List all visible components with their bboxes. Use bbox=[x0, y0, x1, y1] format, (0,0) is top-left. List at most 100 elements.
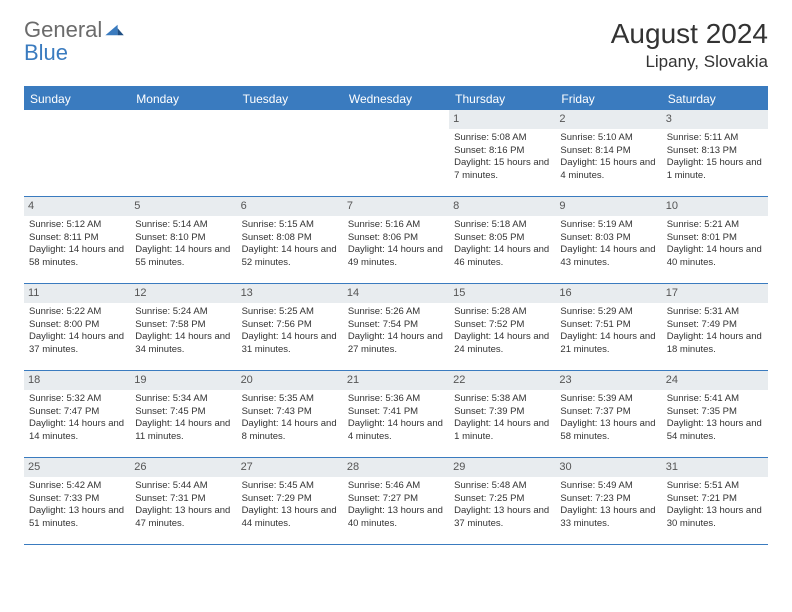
logo: GeneralBlue bbox=[24, 18, 125, 64]
sunset-line: Sunset: 8:14 PM bbox=[560, 145, 656, 158]
day-number: 11 bbox=[24, 284, 130, 303]
day-cell: 7Sunrise: 5:16 AMSunset: 8:06 PMDaylight… bbox=[343, 197, 449, 283]
daylight-line: Daylight: 15 hours and 4 minutes. bbox=[560, 157, 656, 183]
sunrise-line: Sunrise: 5:38 AM bbox=[454, 393, 550, 406]
day-number: 25 bbox=[24, 458, 130, 477]
day-info: Sunrise: 5:48 AMSunset: 7:25 PMDaylight:… bbox=[453, 480, 551, 531]
day-cell: 19Sunrise: 5:34 AMSunset: 7:45 PMDayligh… bbox=[130, 371, 236, 457]
day-cell: 2Sunrise: 5:10 AMSunset: 8:14 PMDaylight… bbox=[555, 110, 661, 196]
daylight-line: Daylight: 14 hours and 40 minutes. bbox=[667, 244, 763, 270]
sunset-line: Sunset: 8:11 PM bbox=[29, 232, 125, 245]
daylight-line: Daylight: 13 hours and 51 minutes. bbox=[29, 505, 125, 531]
day-info: Sunrise: 5:15 AMSunset: 8:08 PMDaylight:… bbox=[241, 219, 339, 270]
sunrise-line: Sunrise: 5:26 AM bbox=[348, 306, 444, 319]
day-cell: 30Sunrise: 5:49 AMSunset: 7:23 PMDayligh… bbox=[555, 458, 661, 544]
daylight-line: Daylight: 14 hours and 4 minutes. bbox=[348, 418, 444, 444]
day-cell: 8Sunrise: 5:18 AMSunset: 8:05 PMDaylight… bbox=[449, 197, 555, 283]
day-cell: 22Sunrise: 5:38 AMSunset: 7:39 PMDayligh… bbox=[449, 371, 555, 457]
day-info: Sunrise: 5:41 AMSunset: 7:35 PMDaylight:… bbox=[666, 393, 764, 444]
day-cell: 9Sunrise: 5:19 AMSunset: 8:03 PMDaylight… bbox=[555, 197, 661, 283]
day-cell: 25 Sunrise: 5:42 AMSunset: 7:33 PMDayligh… bbox=[24, 458, 130, 544]
day-info: Sunrise: 5:08 AMSunset: 8:16 PMDaylight:… bbox=[453, 132, 551, 183]
daylight-line: Daylight: 13 hours and 33 minutes. bbox=[560, 505, 656, 531]
sunrise-line: Sunrise: 5:28 AM bbox=[454, 306, 550, 319]
day-info: Sunrise: 5:14 AMSunset: 8:10 PMDaylight:… bbox=[134, 219, 232, 270]
daylight-line: Daylight: 15 hours and 1 minute. bbox=[667, 157, 763, 183]
sunset-line: Sunset: 7:31 PM bbox=[135, 493, 231, 506]
day-info: Sunrise: 5:46 AMSunset: 7:27 PMDaylight:… bbox=[347, 480, 445, 531]
sunrise-line: Sunrise: 5:49 AM bbox=[560, 480, 656, 493]
weekday-header: Monday bbox=[130, 88, 236, 110]
week-row: 11Sunrise: 5:22 AMSunset: 8:00 PMDayligh… bbox=[24, 284, 768, 371]
sunset-line: Sunset: 7:58 PM bbox=[135, 319, 231, 332]
sunrise-line: Sunrise: 5:35 AM bbox=[242, 393, 338, 406]
empty-day-cell bbox=[130, 110, 236, 196]
sunset-line: Sunset: 7:27 PM bbox=[348, 493, 444, 506]
sunrise-line: Sunrise: 5:32 AM bbox=[29, 393, 125, 406]
weekday-header: Tuesday bbox=[237, 88, 343, 110]
day-info: Sunrise: 5:19 AMSunset: 8:03 PMDaylight:… bbox=[559, 219, 657, 270]
sunset-line: Sunset: 8:03 PM bbox=[560, 232, 656, 245]
day-cell: 3Sunrise: 5:11 AMSunset: 8:13 PMDaylight… bbox=[662, 110, 768, 196]
day-cell: 13Sunrise: 5:25 AMSunset: 7:56 PMDayligh… bbox=[237, 284, 343, 370]
sunrise-line: Sunrise: 5:48 AM bbox=[454, 480, 550, 493]
sunset-line: Sunset: 7:47 PM bbox=[29, 406, 125, 419]
day-info: Sunrise: 5:21 AMSunset: 8:01 PMDaylight:… bbox=[666, 219, 764, 270]
daylight-line: Daylight: 14 hours and 14 minutes. bbox=[29, 418, 125, 444]
day-cell: 27Sunrise: 5:45 AMSunset: 7:29 PMDayligh… bbox=[237, 458, 343, 544]
sunrise-line: Sunrise: 5:46 AM bbox=[348, 480, 444, 493]
logo-triangle-icon bbox=[105, 18, 125, 41]
sunrise-line: Sunrise: 5:19 AM bbox=[560, 219, 656, 232]
sunrise-line: Sunrise: 5:10 AM bbox=[560, 132, 656, 145]
day-cell: 12 Sunrise: 5:24 AMSunset: 7:58 PMDayligh… bbox=[130, 284, 236, 370]
sunrise-line: Sunrise: 5:11 AM bbox=[667, 132, 763, 145]
day-info: Sunrise: 5:35 AMSunset: 7:43 PMDaylight:… bbox=[241, 393, 339, 444]
sunrise-line: Sunrise: 5:51 AM bbox=[667, 480, 763, 493]
day-info: Sunrise: 5:42 AMSunset: 7:33 PMDaylight:… bbox=[28, 480, 126, 531]
empty-day-cell bbox=[237, 110, 343, 196]
day-info: Sunrise: 5:24 AMSunset: 7:58 PMDaylight:… bbox=[134, 306, 232, 357]
daylight-line: Daylight: 14 hours and 49 minutes. bbox=[348, 244, 444, 270]
sunset-line: Sunset: 7:56 PM bbox=[242, 319, 338, 332]
sunset-line: Sunset: 7:25 PM bbox=[454, 493, 550, 506]
day-cell: 29Sunrise: 5:48 AMSunset: 7:25 PMDayligh… bbox=[449, 458, 555, 544]
sunset-line: Sunset: 7:52 PM bbox=[454, 319, 550, 332]
daylight-line: Daylight: 14 hours and 55 minutes. bbox=[135, 244, 231, 270]
sunset-line: Sunset: 8:01 PM bbox=[667, 232, 763, 245]
day-number: 13 bbox=[237, 284, 343, 303]
sunset-line: Sunset: 8:16 PM bbox=[454, 145, 550, 158]
week-row: 4Sunrise: 5:12 AMSunset: 8:11 PMDaylight… bbox=[24, 197, 768, 284]
day-number: 12 bbox=[130, 284, 236, 303]
sunset-line: Sunset: 7:23 PM bbox=[560, 493, 656, 506]
logo-text-1: General bbox=[24, 17, 102, 42]
day-number: 21 bbox=[343, 371, 449, 390]
sunrise-line: Sunrise: 5:24 AM bbox=[135, 306, 231, 319]
sunset-line: Sunset: 8:05 PM bbox=[454, 232, 550, 245]
day-info: Sunrise: 5:26 AMSunset: 7:54 PMDaylight:… bbox=[347, 306, 445, 357]
day-number: 15 bbox=[449, 284, 555, 303]
day-info: Sunrise: 5:12 AMSunset: 8:11 PMDaylight:… bbox=[28, 219, 126, 270]
sunset-line: Sunset: 7:39 PM bbox=[454, 406, 550, 419]
month-title: August 2024 bbox=[611, 18, 768, 50]
day-cell: 31Sunrise: 5:51 AMSunset: 7:21 PMDayligh… bbox=[662, 458, 768, 544]
daylight-line: Daylight: 15 hours and 7 minutes. bbox=[454, 157, 550, 183]
sunrise-line: Sunrise: 5:42 AM bbox=[29, 480, 125, 493]
daylight-line: Daylight: 14 hours and 24 minutes. bbox=[454, 331, 550, 357]
day-info: Sunrise: 5:39 AMSunset: 7:37 PMDaylight:… bbox=[559, 393, 657, 444]
empty-day-cell bbox=[24, 110, 130, 196]
daylight-line: Daylight: 13 hours and 40 minutes. bbox=[348, 505, 444, 531]
day-info: Sunrise: 5:38 AMSunset: 7:39 PMDaylight:… bbox=[453, 393, 551, 444]
sunrise-line: Sunrise: 5:25 AM bbox=[242, 306, 338, 319]
day-info: Sunrise: 5:36 AMSunset: 7:41 PMDaylight:… bbox=[347, 393, 445, 444]
day-number: 8 bbox=[449, 197, 555, 216]
day-number: 23 bbox=[555, 371, 661, 390]
week-row: 18Sunrise: 5:32 AMSunset: 7:47 PMDayligh… bbox=[24, 371, 768, 458]
sunrise-line: Sunrise: 5:31 AM bbox=[667, 306, 763, 319]
day-number: 6 bbox=[237, 197, 343, 216]
day-cell: 11Sunrise: 5:22 AMSunset: 8:00 PMDayligh… bbox=[24, 284, 130, 370]
daylight-line: Daylight: 14 hours and 1 minute. bbox=[454, 418, 550, 444]
daylight-line: Daylight: 13 hours and 54 minutes. bbox=[667, 418, 763, 444]
sunset-line: Sunset: 7:51 PM bbox=[560, 319, 656, 332]
day-number: 26 bbox=[130, 458, 236, 477]
sunrise-line: Sunrise: 5:18 AM bbox=[454, 219, 550, 232]
